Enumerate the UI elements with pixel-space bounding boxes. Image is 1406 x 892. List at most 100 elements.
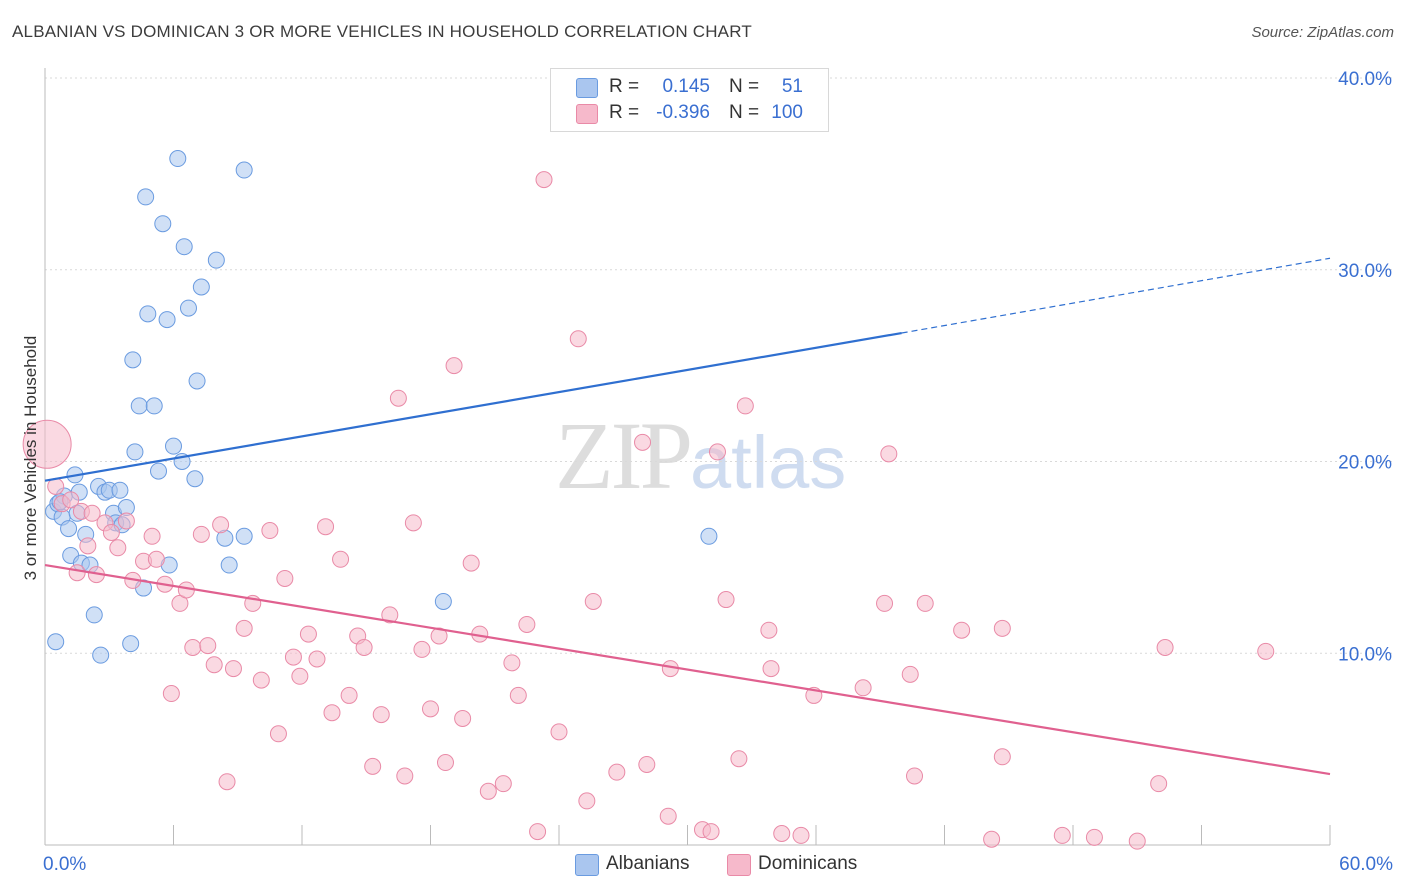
dominican-point — [509, 686, 527, 704]
dominican-point — [983, 830, 1001, 848]
dominican-point — [1156, 638, 1174, 656]
chart-title: ALBANIAN VS DOMINICAN 3 OR MORE VEHICLES… — [12, 22, 752, 41]
legend-r-label: R = — [609, 102, 640, 123]
dominican-point — [792, 826, 810, 844]
dominican-point — [773, 824, 791, 842]
albanian-point — [434, 592, 452, 610]
albanian-point — [188, 372, 206, 390]
dominican-point — [252, 671, 270, 689]
x-tick-label: 60.0% — [1339, 854, 1393, 875]
legend-row-dominicans: R = -0.396 N = 100 — [551, 100, 828, 126]
albanian-point — [169, 150, 187, 168]
dominican-point — [445, 357, 463, 375]
albanian-point — [154, 215, 172, 233]
albanian-point — [220, 556, 238, 574]
dominican-point — [291, 667, 309, 685]
series-label-albanians: Albanians — [606, 853, 690, 874]
legend-r-value: 0.145 — [662, 76, 710, 97]
albanian-point — [92, 646, 110, 664]
x-tick-label: 0.0% — [43, 854, 86, 875]
series-swatch-dominicans — [727, 854, 751, 876]
legend-n-value: 51 — [781, 76, 803, 97]
y-tick-label: 40.0% — [1338, 69, 1392, 90]
dominican-point — [503, 654, 521, 672]
dominican-point — [494, 775, 512, 793]
dominican-point — [953, 621, 971, 639]
albanian-point — [126, 443, 144, 461]
dominican-point — [730, 750, 748, 768]
albanian-trend-line — [44, 331, 902, 482]
y-tick-label: 10.0% — [1338, 644, 1392, 665]
dominican-point — [578, 792, 596, 810]
dominican-point — [199, 637, 217, 655]
dominican-point — [422, 700, 439, 718]
albanian-point — [111, 481, 129, 499]
albanian-point — [700, 527, 718, 545]
dominican-point — [535, 171, 553, 189]
albanian-point — [165, 437, 182, 455]
correlation-legend: R = 0.145 N = 51 R = -0.396 N = 100 — [550, 68, 829, 132]
albanian-point — [60, 520, 78, 538]
legend-n-label: N = — [729, 76, 760, 97]
dominican-point — [880, 445, 898, 463]
dominican-point — [276, 569, 294, 587]
albanian-point — [186, 470, 204, 488]
dominican-point — [381, 606, 399, 624]
dominican-point — [299, 625, 317, 643]
dominican-point — [430, 627, 448, 645]
dominican-point — [760, 621, 778, 639]
albanian-point — [122, 635, 140, 653]
dominican-point — [284, 648, 302, 666]
watermark: ZIPatlas — [555, 400, 846, 511]
dominican-point — [224, 660, 242, 678]
dominican-point — [22, 419, 72, 469]
dominican-point — [413, 640, 431, 658]
legend-n-label: N = — [729, 102, 760, 123]
dominican-point — [83, 504, 101, 522]
dominican-point — [143, 527, 161, 545]
dominican-point — [364, 757, 382, 775]
albanian-point — [85, 606, 103, 624]
y-tick-label: 20.0% — [1338, 453, 1392, 474]
series-swatch-albanians — [575, 854, 599, 876]
dominican-point — [102, 523, 120, 541]
dominican-point — [1085, 828, 1103, 846]
dominican-point — [269, 725, 287, 743]
dominican-point — [1257, 642, 1275, 660]
legend-n-value: 100 — [771, 102, 803, 123]
dominican-point — [308, 650, 326, 668]
axes — [44, 68, 1331, 846]
series-label-dominicans: Dominicans — [758, 853, 858, 874]
legend-r-label: R = — [609, 76, 640, 97]
dominican-point — [1053, 826, 1071, 844]
watermark-zip: ZIP — [555, 402, 693, 509]
legend-row-albanians: R = 0.145 N = 51 — [551, 74, 828, 100]
dominican-point — [736, 397, 754, 415]
dominican-point — [876, 594, 894, 612]
source-label: Source: ZipAtlas.com — [1251, 24, 1394, 41]
albanian-point — [124, 351, 142, 369]
dominican-point — [62, 491, 80, 509]
dominican-point — [1128, 832, 1146, 850]
dominican-point — [389, 389, 407, 407]
dominican-point — [454, 709, 472, 727]
dominican-point — [323, 704, 341, 722]
albanian-point — [137, 188, 155, 206]
dominican-point — [355, 638, 373, 656]
albanian-point — [130, 397, 148, 415]
albanian-trend-extension — [901, 257, 1331, 334]
dominican-point — [317, 518, 335, 536]
dominican-point — [1150, 775, 1168, 793]
axis-labels: 10.0% 20.0% 30.0% 40.0% 0.0% 60.0% 3 or more V… — [21, 69, 1393, 875]
dominican-point — [436, 754, 454, 772]
dominican-point — [340, 686, 358, 704]
dominican-point — [79, 537, 97, 555]
albanian-point — [139, 305, 157, 323]
dominican-point — [261, 522, 279, 540]
dominican-point — [109, 539, 127, 557]
trend-lines — [44, 257, 1331, 776]
dominican-point — [372, 706, 390, 724]
dominican-point — [762, 660, 780, 678]
albanian-point — [145, 397, 163, 415]
